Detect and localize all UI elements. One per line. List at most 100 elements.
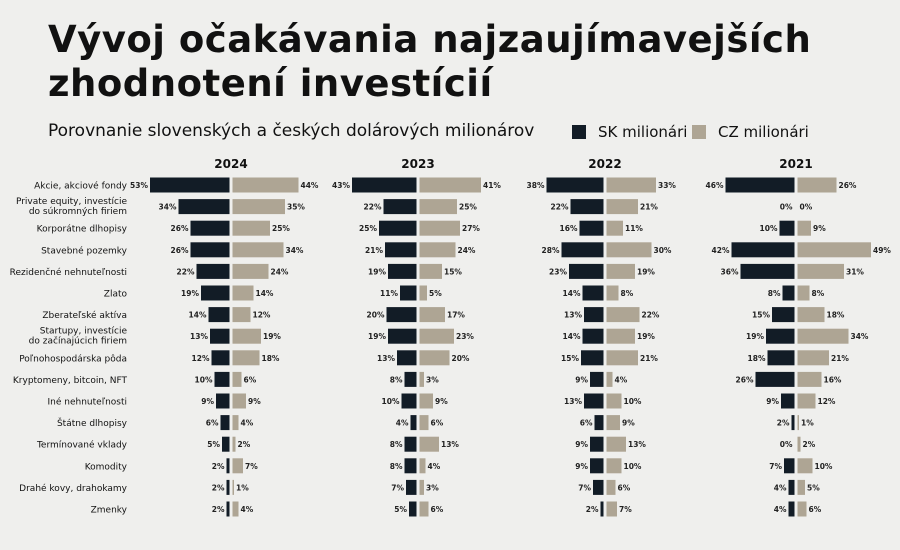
- bar-cz: [606, 177, 656, 193]
- chart-title: Vývoj očakávania najzaujímavejších zhodn…: [48, 18, 811, 106]
- bar-sk: [397, 350, 417, 366]
- bar-cz: [232, 436, 236, 452]
- data-label-cz: 31%: [846, 267, 864, 276]
- data-label-cz: 44%: [301, 181, 319, 190]
- bar-cz: [232, 285, 254, 301]
- data-label-cz: 6%: [244, 375, 257, 384]
- data-label-cz: 10%: [624, 462, 642, 471]
- data-label-cz: 0%: [800, 203, 813, 212]
- bar-cz: [606, 371, 613, 387]
- data-label-cz: 12%: [818, 397, 836, 406]
- data-label-sk: 4%: [774, 483, 787, 492]
- category-label: Startupy, investície: [40, 327, 128, 337]
- data-label-sk: 36%: [721, 267, 739, 276]
- bar-cz: [797, 177, 837, 193]
- bar-sk: [214, 371, 230, 387]
- data-label-sk: 13%: [564, 397, 582, 406]
- data-label-cz: 9%: [622, 419, 635, 428]
- bar-cz: [232, 371, 242, 387]
- bar-sk: [388, 328, 417, 344]
- bar-cz: [606, 199, 638, 215]
- bar-cz: [797, 436, 801, 452]
- bar-sk: [208, 307, 230, 323]
- data-label-cz: 2%: [238, 440, 251, 449]
- data-label-cz: 5%: [807, 483, 820, 492]
- data-label-cz: 19%: [637, 332, 655, 341]
- bar-sk: [406, 479, 417, 495]
- bar-sk: [579, 220, 604, 236]
- bar-sk: [352, 177, 417, 193]
- data-label-cz: 19%: [263, 332, 281, 341]
- bar-cz: [419, 242, 456, 258]
- data-label-cz: 8%: [812, 289, 825, 298]
- data-label-sk: 19%: [368, 332, 386, 341]
- bar-sk: [190, 220, 230, 236]
- legend-item-sk: SK milionári: [572, 123, 687, 141]
- data-label-cz: 35%: [287, 203, 305, 212]
- bar-cz: [419, 263, 442, 279]
- panel-year-label: 2023: [401, 157, 434, 171]
- bar-sk: [400, 285, 417, 301]
- data-label-cz: 10%: [815, 462, 833, 471]
- data-label-sk: 5%: [207, 440, 220, 449]
- data-label-sk: 13%: [190, 332, 208, 341]
- data-label-sk: 8%: [390, 440, 403, 449]
- data-label-sk: 6%: [580, 419, 593, 428]
- bar-cz: [606, 350, 638, 366]
- bar-cz: [797, 458, 813, 474]
- data-label-sk: 53%: [130, 181, 148, 190]
- bar-cz: [797, 479, 805, 495]
- legend-swatch-cz: [692, 125, 706, 139]
- bar-sk: [404, 436, 417, 452]
- bar-cz: [232, 458, 243, 474]
- data-label-cz: 21%: [831, 354, 849, 363]
- data-label-sk: 14%: [563, 289, 581, 298]
- bar-cz: [606, 501, 617, 517]
- data-label-cz: 9%: [435, 397, 448, 406]
- data-label-cz: 34%: [851, 332, 869, 341]
- data-label-sk: 0%: [780, 203, 793, 212]
- data-label-cz: 24%: [271, 267, 289, 276]
- bar-cz: [797, 263, 844, 279]
- bar-sk: [201, 285, 230, 301]
- bar-sk: [590, 436, 604, 452]
- bar-sk: [788, 479, 795, 495]
- bar-sk: [404, 458, 417, 474]
- bar-sk: [386, 307, 417, 323]
- data-label-sk: 2%: [212, 505, 225, 514]
- bar-sk: [222, 436, 230, 452]
- bar-sk: [779, 220, 795, 236]
- bar-cz: [232, 263, 269, 279]
- category-label: Komodity: [85, 462, 128, 472]
- bar-cz: [797, 371, 822, 387]
- category-label: Stavebné pozemky: [41, 245, 128, 256]
- data-label-cz: 17%: [447, 311, 465, 320]
- data-label-cz: 9%: [248, 397, 261, 406]
- data-label-cz: 14%: [256, 289, 274, 298]
- data-label-sk: 8%: [768, 289, 781, 298]
- bar-cz: [606, 220, 623, 236]
- bar-cz: [606, 307, 640, 323]
- data-label-sk: 22%: [364, 203, 382, 212]
- data-label-cz: 26%: [839, 181, 857, 190]
- bar-cz: [232, 242, 284, 258]
- chart-subtitle: Porovnanie slovenských a českých dolárov…: [48, 121, 535, 141]
- data-label-sk: 11%: [380, 289, 398, 298]
- bar-cz: [419, 285, 427, 301]
- data-label-cz: 19%: [637, 267, 655, 276]
- data-label-cz: 4%: [615, 375, 628, 384]
- data-label-sk: 34%: [159, 203, 177, 212]
- bar-sk: [178, 199, 230, 215]
- bar-cz: [232, 220, 270, 236]
- bar-sk: [216, 393, 230, 409]
- bar-sk: [755, 371, 795, 387]
- bar-cz: [232, 415, 239, 431]
- data-label-sk: 46%: [706, 181, 724, 190]
- bar-cz: [419, 458, 426, 474]
- data-label-sk: 18%: [748, 354, 766, 363]
- data-label-sk: 22%: [551, 203, 569, 212]
- bar-cz: [232, 350, 260, 366]
- bar-cz: [606, 263, 635, 279]
- bar-sk: [190, 242, 230, 258]
